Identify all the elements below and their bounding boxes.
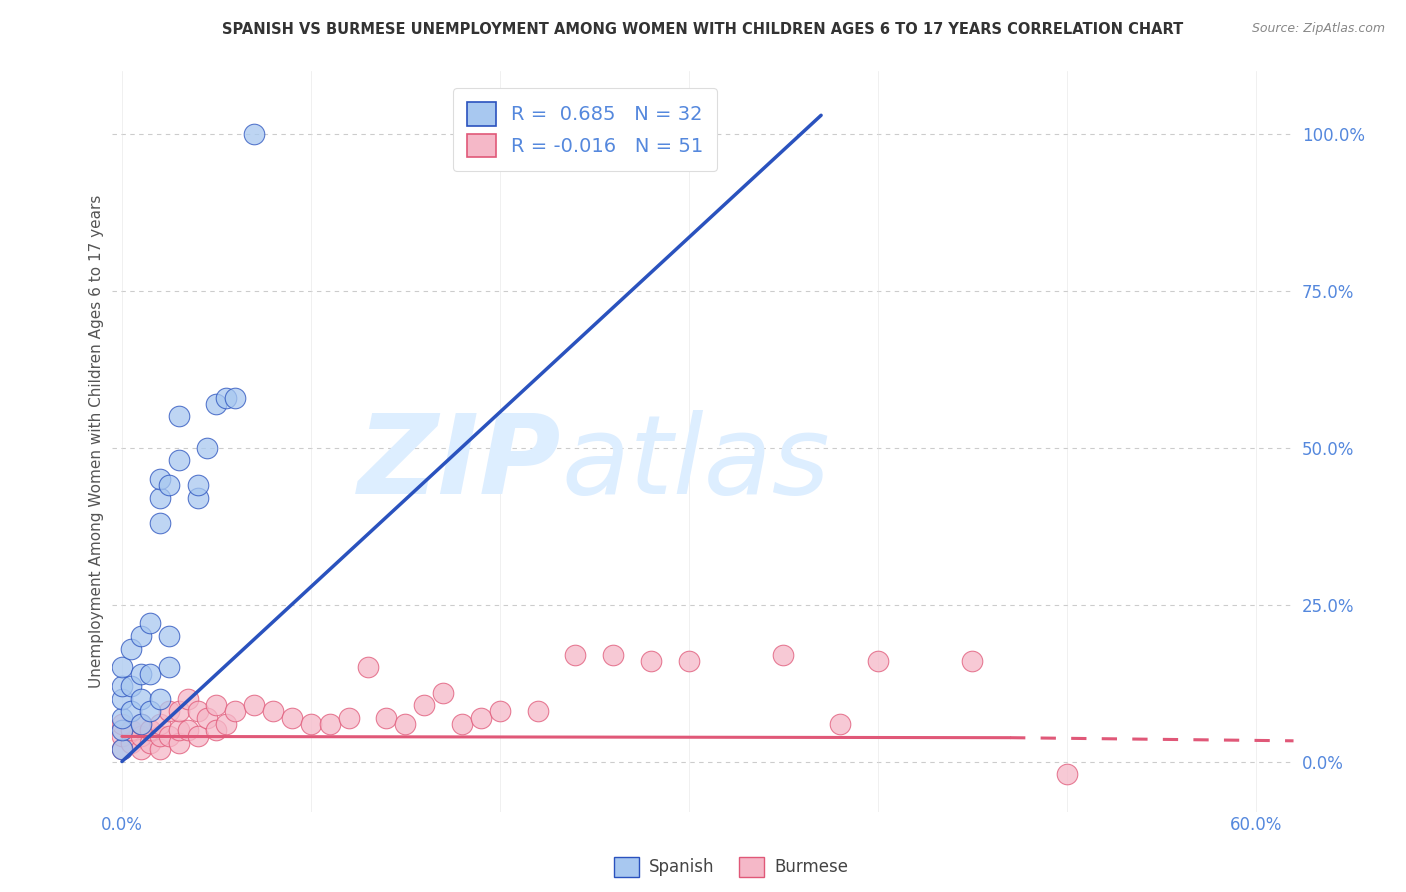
Point — [602, 648, 624, 662]
Point — [262, 704, 284, 718]
Point — [111, 717, 134, 731]
Point — [186, 491, 208, 505]
Point — [120, 704, 142, 718]
Text: 0.0%: 0.0% — [101, 816, 143, 834]
Point — [111, 742, 134, 756]
Legend: R =  0.685   N = 32, R = -0.016   N = 51: R = 0.685 N = 32, R = -0.016 N = 51 — [453, 88, 717, 171]
Point — [157, 629, 180, 643]
Point — [564, 648, 586, 662]
Point — [432, 685, 454, 699]
Point — [828, 717, 851, 731]
Point — [120, 723, 142, 738]
Point — [186, 730, 208, 744]
Text: 60.0%: 60.0% — [1229, 816, 1282, 834]
Text: atlas: atlas — [561, 410, 830, 517]
Point — [149, 691, 172, 706]
Point — [149, 516, 172, 530]
Point — [111, 660, 134, 674]
Point — [195, 710, 218, 724]
Point — [111, 679, 134, 693]
Point — [319, 717, 342, 731]
Point — [470, 710, 492, 724]
Point — [157, 660, 180, 674]
Point — [375, 710, 398, 724]
Point — [149, 491, 172, 505]
Point — [129, 629, 152, 643]
Point — [281, 710, 304, 724]
Point — [149, 730, 172, 744]
Point — [157, 730, 180, 744]
Point — [205, 397, 228, 411]
Point — [1056, 767, 1078, 781]
Point — [299, 717, 322, 731]
Point — [186, 478, 208, 492]
Point — [205, 698, 228, 712]
Text: Source: ZipAtlas.com: Source: ZipAtlas.com — [1251, 22, 1385, 36]
Point — [224, 391, 246, 405]
Point — [129, 691, 152, 706]
Legend: Spanish, Burmese: Spanish, Burmese — [607, 850, 855, 884]
Point — [224, 704, 246, 718]
Point — [120, 641, 142, 656]
Point — [243, 698, 266, 712]
Point — [120, 679, 142, 693]
Point — [167, 736, 190, 750]
Point — [139, 723, 162, 738]
Point — [394, 717, 416, 731]
Point — [111, 742, 134, 756]
Point — [149, 717, 172, 731]
Point — [678, 654, 700, 668]
Point — [111, 723, 134, 738]
Point — [489, 704, 512, 718]
Point — [129, 730, 152, 744]
Y-axis label: Unemployment Among Women with Children Ages 6 to 17 years: Unemployment Among Women with Children A… — [89, 194, 104, 689]
Point — [129, 717, 152, 731]
Point — [167, 409, 190, 424]
Text: SPANISH VS BURMESE UNEMPLOYMENT AMONG WOMEN WITH CHILDREN AGES 6 TO 17 YEARS COR: SPANISH VS BURMESE UNEMPLOYMENT AMONG WO… — [222, 22, 1184, 37]
Point — [772, 648, 794, 662]
Point — [111, 730, 134, 744]
Point — [129, 666, 152, 681]
Point — [526, 704, 548, 718]
Point — [413, 698, 436, 712]
Point — [451, 717, 474, 731]
Point — [177, 691, 200, 706]
Text: ZIP: ZIP — [357, 410, 561, 517]
Point — [215, 717, 238, 731]
Point — [337, 710, 360, 724]
Point — [139, 736, 162, 750]
Point — [111, 710, 134, 724]
Point — [149, 472, 172, 486]
Point — [195, 441, 218, 455]
Point — [640, 654, 662, 668]
Point — [177, 723, 200, 738]
Point — [356, 660, 378, 674]
Point — [149, 742, 172, 756]
Point — [205, 723, 228, 738]
Point — [157, 478, 180, 492]
Point — [157, 704, 180, 718]
Point — [866, 654, 889, 668]
Point — [129, 717, 152, 731]
Point — [139, 616, 162, 631]
Point — [120, 736, 142, 750]
Point — [243, 127, 266, 141]
Point — [167, 453, 190, 467]
Point — [129, 742, 152, 756]
Point — [139, 704, 162, 718]
Point — [139, 666, 162, 681]
Point — [167, 723, 190, 738]
Point — [186, 704, 208, 718]
Point — [167, 704, 190, 718]
Point — [215, 391, 238, 405]
Point — [111, 691, 134, 706]
Point — [962, 654, 984, 668]
